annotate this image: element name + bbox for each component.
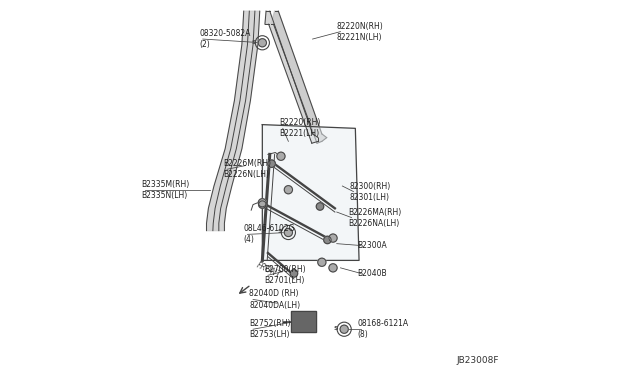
- Text: B2752(RH)
B2753(LH): B2752(RH) B2753(LH): [250, 319, 291, 339]
- Text: 08168-6121A
(8): 08168-6121A (8): [357, 319, 408, 339]
- Circle shape: [291, 270, 298, 277]
- Circle shape: [324, 236, 331, 244]
- Text: FRONT: FRONT: [255, 261, 282, 280]
- Text: 82300(RH)
82301(LH): 82300(RH) 82301(LH): [349, 182, 391, 202]
- Text: B2040B: B2040B: [357, 269, 387, 278]
- Circle shape: [284, 228, 292, 237]
- Circle shape: [259, 201, 266, 208]
- Text: B2300A: B2300A: [357, 241, 387, 250]
- Polygon shape: [271, 11, 326, 143]
- Circle shape: [259, 199, 266, 207]
- Text: B2220(RH)
B2221(LH): B2220(RH) B2221(LH): [279, 118, 321, 138]
- Circle shape: [316, 203, 324, 210]
- Circle shape: [284, 186, 292, 194]
- Circle shape: [340, 325, 348, 333]
- Polygon shape: [291, 311, 316, 333]
- Text: B2700(RH)
B2701(LH): B2700(RH) B2701(LH): [264, 265, 306, 285]
- Circle shape: [318, 258, 326, 266]
- Circle shape: [268, 160, 275, 167]
- Text: JB23008F: JB23008F: [456, 356, 499, 365]
- Text: 82220N(RH)
82221N(LH): 82220N(RH) 82221N(LH): [337, 22, 383, 42]
- Text: 08320-5082A
(2): 08320-5082A (2): [199, 29, 250, 49]
- Text: S: S: [252, 39, 257, 45]
- Polygon shape: [265, 11, 318, 143]
- Circle shape: [329, 264, 337, 272]
- Polygon shape: [207, 11, 260, 231]
- Text: B2335M(RH)
B2335N(LH): B2335M(RH) B2335N(LH): [141, 180, 189, 200]
- Circle shape: [259, 39, 266, 47]
- Text: B2226M(RH)
B2226N(LH): B2226M(RH) B2226N(LH): [223, 159, 271, 179]
- Polygon shape: [262, 125, 359, 260]
- Text: 08L46-6102G
(4): 08L46-6102G (4): [244, 224, 295, 244]
- Text: 82040D (RH)
82040DA(LH): 82040D (RH) 82040DA(LH): [250, 289, 300, 310]
- Text: S: S: [333, 326, 339, 331]
- Circle shape: [329, 234, 337, 242]
- Text: B2226MA(RH)
B2226NA(LH): B2226MA(RH) B2226NA(LH): [348, 208, 401, 228]
- Circle shape: [277, 152, 285, 160]
- Text: S: S: [278, 229, 282, 234]
